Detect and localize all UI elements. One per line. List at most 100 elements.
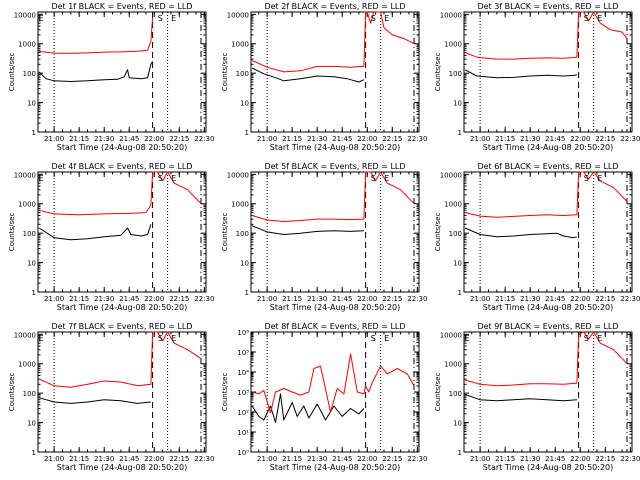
phase-marker: E: [171, 14, 176, 23]
series-lld-line: [251, 171, 415, 222]
phase-marker: S: [158, 14, 163, 23]
y-tick-label: 1000: [18, 361, 36, 369]
y-tick-label: 10²: [237, 409, 249, 417]
x-tick-label: 21:15: [69, 455, 89, 463]
x-tick-label: 21:00: [470, 135, 490, 143]
x-tick-label: 21:45: [119, 295, 139, 303]
chart-title: Det 2f BLACK = Events, RED = LLD: [264, 2, 405, 11]
series-events-line: [464, 394, 577, 402]
y-tick-label: 100: [236, 70, 249, 78]
y-tick-label: 10000: [227, 11, 249, 19]
plot-frame: [463, 331, 633, 453]
y-tick-label: 1: [245, 289, 249, 297]
phase-marker: S: [584, 174, 589, 183]
x-axis-label: Start Time (24-Aug-08 20:50:20): [57, 303, 188, 312]
x-tick-label: 21:00: [257, 135, 277, 143]
x-tick-label: 21:15: [282, 295, 302, 303]
x-tick-label: 22:30: [194, 455, 214, 463]
chart-panel-2f: Det 2f BLACK = Events, RED = LLD 1 10 100 10…: [221, 2, 427, 152]
y-tick-label: 10¹: [237, 429, 249, 437]
y-axis-label: Counts/sec: [434, 53, 442, 92]
y-tick-label: 1000: [18, 201, 36, 209]
x-tick-label: 22:30: [407, 135, 427, 143]
x-tick-label: 21:45: [332, 455, 352, 463]
x-tick-label: 22:00: [357, 455, 377, 463]
x-tick-label: 21:00: [44, 135, 64, 143]
chart-panel-3f: Det 3f BLACK = Events, RED = LLD 1 10 100 10…: [434, 2, 640, 152]
x-tick-label: 21:45: [545, 135, 565, 143]
x-tick-label: 22:15: [169, 135, 189, 143]
phase-marker: S: [584, 334, 589, 343]
x-tick-label: 21:45: [332, 135, 352, 143]
x-tick-label: 21:30: [307, 455, 327, 463]
y-tick-label: 1: [458, 129, 462, 137]
phase-marker: E: [171, 174, 176, 183]
y-tick-label: 1: [32, 289, 36, 297]
chart-panel-6f: Det 6f BLACK = Events, RED = LLD 1 10 100 10…: [434, 162, 640, 312]
series-lld-line: [251, 353, 415, 414]
phase-marker: S: [371, 14, 376, 23]
x-tick-label: 21:30: [520, 135, 540, 143]
x-tick-label: 22:30: [194, 295, 214, 303]
chart-title: Det 4f BLACK = Events, RED = LLD: [51, 162, 192, 171]
y-axis-label: Counts/sec: [221, 373, 229, 412]
y-tick-label: 10000: [14, 331, 36, 339]
series-lld-line: [251, 11, 415, 73]
x-tick-label: 21:15: [69, 135, 89, 143]
x-tick-label: 22:00: [570, 135, 590, 143]
x-tick-label: 22:30: [620, 135, 640, 143]
chart-title: Det 8f BLACK = Events, RED = LLD: [264, 322, 405, 331]
x-tick-label: 21:15: [495, 135, 515, 143]
x-tick-label: 21:15: [69, 295, 89, 303]
x-axis-label: Start Time (24-Aug-08 20:50:20): [270, 303, 401, 312]
chart-title: Det 6f BLACK = Events, RED = LLD: [477, 162, 618, 171]
phase-marker: S: [158, 334, 163, 343]
series-events-line: [38, 397, 151, 404]
series-lld-line: [39, 17, 154, 54]
y-axis-label: Counts/sec: [434, 373, 442, 412]
phase-marker: S: [584, 14, 589, 23]
plot-frame: [37, 331, 207, 453]
phase-marker: E: [171, 334, 176, 343]
series-lld-line: [464, 331, 628, 387]
y-tick-label: 10000: [440, 171, 462, 179]
x-tick-label: 21:30: [520, 295, 540, 303]
x-axis-label: Start Time (24-Aug-08 20:50:20): [483, 303, 614, 312]
x-axis-label: Start Time (24-Aug-08 20:50:20): [57, 463, 188, 472]
y-tick-label: 1: [458, 289, 462, 297]
phase-marker: E: [39, 14, 44, 23]
plot-frame: [463, 171, 633, 293]
chart-title: Det 1f BLACK = Events, RED = LLD: [51, 2, 192, 11]
phase-marker: S: [371, 334, 376, 343]
y-axis-label: Counts/sec: [221, 213, 229, 252]
x-tick-label: 21:30: [520, 455, 540, 463]
y-tick-label: 1000: [444, 361, 462, 369]
y-tick-label: 1000: [231, 41, 249, 49]
x-tick-label: 22:15: [169, 455, 189, 463]
series-events-line: [251, 225, 364, 235]
x-tick-label: 22:00: [357, 135, 377, 143]
x-tick-label: 22:30: [194, 135, 214, 143]
y-tick-label: 1: [458, 449, 462, 457]
x-axis-label: Start Time (24-Aug-08 20:50:20): [270, 143, 401, 152]
phase-marker: E: [465, 334, 470, 343]
phase-marker: E: [39, 174, 44, 183]
x-tick-label: 21:30: [94, 455, 114, 463]
phase-marker: E: [384, 174, 389, 183]
x-tick-label: 22:30: [407, 455, 427, 463]
series-events-line: [464, 69, 578, 79]
x-tick-label: 21:00: [44, 295, 64, 303]
y-tick-label: 10: [453, 420, 462, 428]
x-tick-label: 21:45: [119, 455, 139, 463]
series-lld-line: [38, 171, 202, 216]
y-tick-label: 10: [453, 260, 462, 268]
chart-panel-8f: Det 8f BLACK = Events, RED = LLD 10⁰ 10¹ 10…: [221, 322, 427, 472]
x-tick-label: 22:15: [382, 455, 402, 463]
x-tick-label: 21:15: [282, 455, 302, 463]
phase-marker: E: [597, 174, 602, 183]
y-tick-label: 1000: [444, 41, 462, 49]
chart-panel-7f: Det 7f BLACK = Events, RED = LLD 1 10 100 10…: [8, 322, 214, 472]
series-events-line: [38, 61, 154, 82]
x-tick-label: 21:30: [94, 295, 114, 303]
